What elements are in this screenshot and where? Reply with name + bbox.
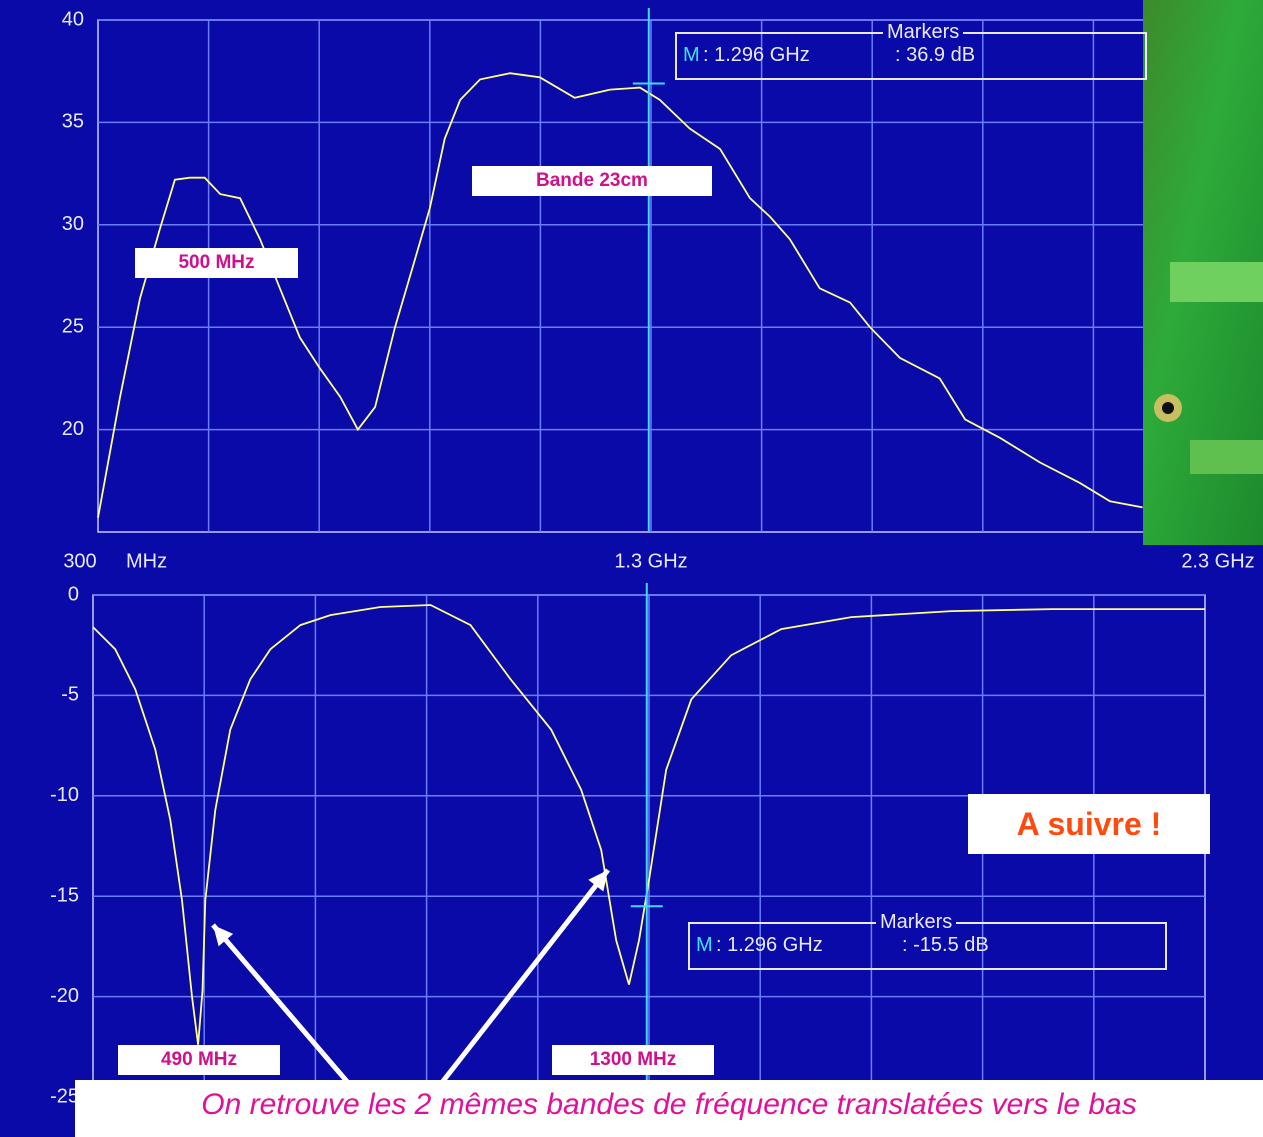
x-tick-label: 2.3 GHz xyxy=(1181,550,1254,572)
marker-title: Markers xyxy=(876,911,957,934)
y-tick-label: 40 xyxy=(62,8,84,30)
marker-box: Markers M : 1.296 GHz : -15.5 dB xyxy=(688,911,1167,970)
marker-name: M xyxy=(696,934,713,956)
marker-frequency: : 1.296 GHz xyxy=(716,934,823,956)
annotation: 490 MHz xyxy=(118,1045,280,1075)
pcb-trace xyxy=(1170,262,1263,302)
y-tick-label: -20 xyxy=(50,985,79,1007)
marker-box: Markers M : 1.296 GHz : 36.9 dB xyxy=(675,21,1147,80)
y-tick-label: -15 xyxy=(50,884,79,906)
arrow xyxy=(211,923,352,1087)
y-tick-label: 30 xyxy=(62,213,84,235)
y-tick-label: -25 xyxy=(50,1085,79,1107)
y-tick-label: 35 xyxy=(62,111,84,133)
annotation: Bande 23cm xyxy=(472,166,712,196)
arrow-head xyxy=(588,870,608,892)
marker-reading: : 36.9 dB xyxy=(895,44,976,66)
annotation: 500 MHz xyxy=(135,248,298,278)
marker-frequency: : 1.296 GHz xyxy=(703,44,810,66)
y-tick-label: -5 xyxy=(61,684,79,706)
annotation: 1300 MHz xyxy=(552,1045,714,1075)
y-tick-label: 20 xyxy=(62,418,84,440)
y-tick-label: 25 xyxy=(62,315,84,337)
arrow-head xyxy=(213,925,234,947)
y-tick-label: -10 xyxy=(50,784,79,806)
caption: On retrouve les 2 mêmes bandes de fréque… xyxy=(75,1080,1263,1137)
pcb-trace xyxy=(1190,440,1263,474)
pcb-hole xyxy=(1162,402,1174,414)
annotation: A suivre ! xyxy=(968,794,1210,854)
x-tick-label: 300 xyxy=(63,550,96,572)
marker-reading: : -15.5 dB xyxy=(902,934,989,956)
y-tick-label: 0 xyxy=(68,583,79,605)
x-axis-label: MHz xyxy=(126,550,167,572)
line xyxy=(92,604,1205,1045)
arrow xyxy=(438,868,610,1087)
line xyxy=(97,72,1143,518)
marker-title: Markers xyxy=(883,21,964,44)
marker-name: M xyxy=(683,44,700,66)
x-tick-label: 1.3 GHz xyxy=(614,550,687,572)
